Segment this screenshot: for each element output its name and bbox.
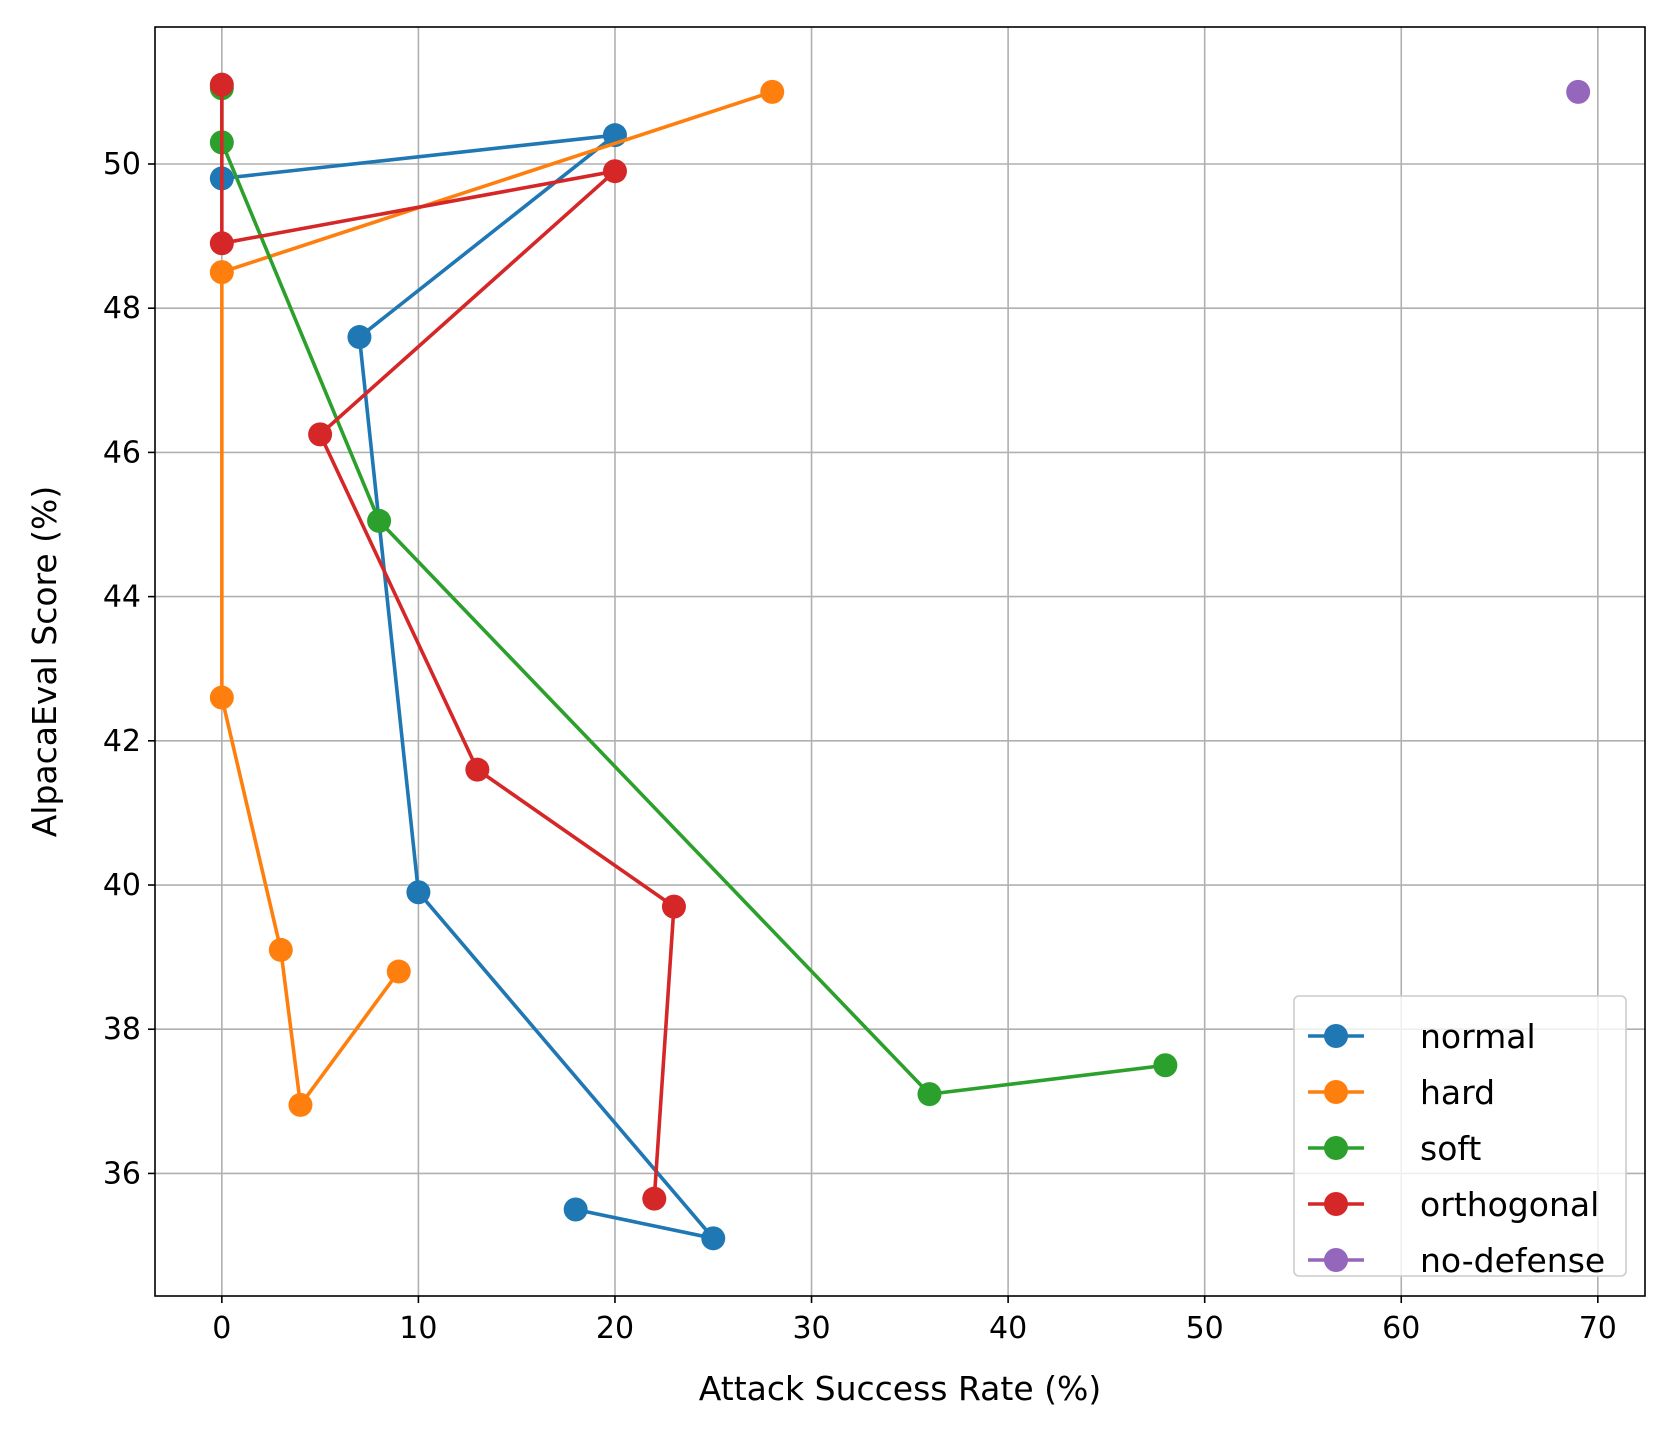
series-line-normal: [219, 133, 716, 1241]
legend-label-no-defense: no-defense: [1420, 1241, 1605, 1280]
x-tick-label: 50: [1186, 1311, 1224, 1346]
data-point-hard: [209, 260, 234, 285]
legend-label-soft: soft: [1420, 1129, 1481, 1168]
legend-item-soft: soft: [1308, 1129, 1481, 1168]
plot-frame: [154, 26, 1646, 1297]
legend-item-no-defense: no-defense: [1308, 1241, 1605, 1280]
series-line-hard: [220, 89, 775, 1107]
y-axis-label: AlpacaEval Score (%): [25, 486, 64, 838]
x-tick-label: 40: [989, 1311, 1027, 1346]
data-point-soft: [1153, 1053, 1178, 1078]
legend-marker-normal: [1324, 1024, 1348, 1048]
y-tick-label: 42: [103, 724, 141, 759]
x-tick-label: 10: [399, 1311, 437, 1346]
y-tick-label: 44: [103, 580, 141, 615]
series-orthogonal: [209, 72, 686, 1211]
data-point-no-defense: [1566, 79, 1591, 104]
x-tick-label: 30: [792, 1311, 830, 1346]
y-tick-label: 36: [103, 1156, 141, 1191]
data-point-normal: [347, 325, 372, 350]
legend-label-hard: hard: [1420, 1073, 1495, 1112]
data-point-soft: [367, 508, 392, 533]
data-point-orthogonal: [209, 231, 234, 256]
legend: normal hard soft orthogonal no-defense: [1293, 995, 1627, 1280]
data-point-hard: [209, 685, 234, 710]
data-point-orthogonal: [308, 422, 333, 447]
data-point-orthogonal: [602, 159, 627, 184]
data-point-soft: [917, 1082, 942, 1107]
legend-label-orthogonal: orthogonal: [1420, 1185, 1599, 1224]
series-hard: [209, 79, 785, 1117]
data-point-hard: [288, 1092, 313, 1117]
legend-item-normal: normal: [1308, 1017, 1536, 1056]
legend-marker-orthogonal: [1324, 1192, 1348, 1216]
x-axis-label: Attack Success Rate (%): [699, 1369, 1101, 1408]
legend-box: [1293, 995, 1627, 1277]
x-tick-label: 0: [212, 1311, 231, 1346]
legend-label-normal: normal: [1420, 1017, 1536, 1056]
data-point-orthogonal: [642, 1186, 667, 1211]
data-point-hard: [386, 959, 411, 984]
data-point-orthogonal: [661, 894, 686, 919]
y-tick-label: 40: [103, 868, 141, 903]
y-tick-label: 48: [103, 291, 141, 326]
series-normal: [209, 123, 726, 1251]
data-point-normal: [701, 1226, 726, 1251]
legend-item-orthogonal: orthogonal: [1308, 1185, 1599, 1224]
legend-item-hard: hard: [1308, 1073, 1495, 1112]
data-point-hard: [760, 79, 785, 104]
data-point-normal: [563, 1197, 588, 1222]
legend-marker-hard: [1324, 1080, 1348, 1104]
y-tick-label: 38: [103, 1012, 141, 1047]
axis-ticks: 0 10 20 30 40 50 60 70 36 38 40 42 44 46 48 50: [103, 147, 1617, 1346]
y-tick-label: 46: [103, 435, 141, 470]
data-point-orthogonal: [209, 72, 234, 97]
data-point-hard: [268, 937, 293, 962]
legend-marker-soft: [1324, 1136, 1348, 1160]
series-layer: [209, 72, 1591, 1251]
y-tick-label: 50: [103, 147, 141, 182]
x-tick-label: 70: [1579, 1311, 1617, 1346]
series-no-defense: [1566, 79, 1591, 104]
x-tick-label: 60: [1382, 1311, 1420, 1346]
legend-marker-no-defense: [1324, 1248, 1348, 1272]
x-tick-label: 20: [596, 1311, 634, 1346]
data-point-orthogonal: [465, 757, 490, 782]
data-point-normal: [406, 880, 431, 905]
